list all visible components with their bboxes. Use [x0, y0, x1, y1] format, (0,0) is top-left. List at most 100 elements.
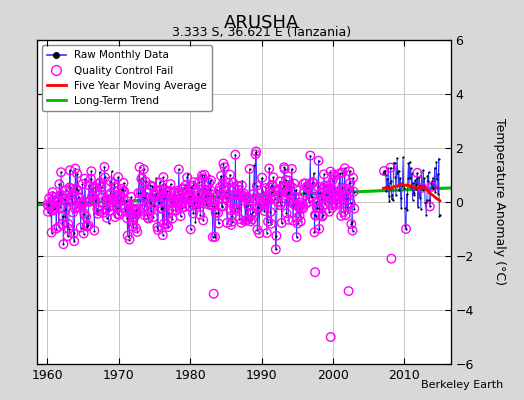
Point	[48, 193, 57, 200]
Point	[190, 200, 199, 206]
Point	[287, 176, 296, 183]
Point	[45, 203, 53, 209]
Point	[274, 198, 282, 205]
Point	[348, 227, 357, 234]
Point	[97, 184, 106, 190]
Point	[67, 185, 75, 192]
Point	[63, 198, 71, 205]
Point	[400, 185, 408, 191]
Point	[410, 190, 419, 196]
Point	[115, 197, 123, 204]
Point	[267, 182, 276, 188]
Point	[341, 165, 349, 172]
Point	[276, 178, 284, 185]
Point	[143, 212, 151, 218]
Point	[173, 200, 181, 206]
Point	[268, 189, 276, 196]
Point	[163, 187, 171, 194]
Point	[333, 196, 342, 203]
Point	[158, 205, 166, 212]
Point	[232, 191, 240, 197]
Point	[217, 173, 225, 179]
Point	[165, 188, 173, 194]
Point	[407, 165, 415, 171]
Point	[387, 256, 396, 262]
Point	[350, 205, 358, 212]
Point	[335, 199, 343, 206]
Point	[53, 199, 61, 206]
Point	[260, 202, 268, 208]
Point	[340, 191, 348, 197]
Point	[283, 189, 292, 195]
Point	[138, 206, 147, 212]
Point	[429, 185, 438, 191]
Point	[154, 227, 162, 233]
Point	[126, 211, 135, 217]
Point	[79, 200, 88, 206]
Point	[299, 205, 308, 212]
Point	[402, 226, 410, 232]
Point	[141, 178, 150, 185]
Point	[309, 179, 317, 185]
Point	[75, 200, 84, 206]
Point	[395, 187, 403, 194]
Point	[257, 187, 266, 193]
Point	[141, 194, 149, 200]
Point	[288, 166, 296, 172]
Point	[186, 197, 194, 203]
Point	[104, 192, 112, 198]
Point	[188, 192, 196, 198]
Point	[283, 189, 292, 195]
Point	[192, 205, 200, 211]
Point	[280, 164, 288, 170]
Point	[254, 195, 263, 201]
Point	[122, 198, 130, 204]
Point	[323, 186, 332, 192]
Point	[326, 182, 334, 188]
Point	[197, 186, 205, 193]
Point	[197, 186, 205, 193]
Point	[116, 192, 124, 198]
Point	[214, 220, 223, 227]
Point	[64, 221, 72, 227]
Point	[218, 204, 226, 210]
Point	[82, 223, 91, 229]
Point	[98, 194, 106, 201]
Point	[167, 199, 176, 205]
Point	[91, 197, 99, 204]
Point	[247, 218, 255, 225]
Point	[279, 183, 288, 189]
Point	[309, 179, 317, 185]
Point	[100, 164, 108, 170]
Point	[237, 220, 245, 226]
Point	[107, 168, 116, 175]
Point	[107, 190, 115, 196]
Point	[348, 219, 356, 225]
Point	[255, 230, 264, 236]
Point	[345, 190, 353, 196]
Point	[78, 201, 86, 207]
Point	[298, 204, 306, 211]
Point	[176, 198, 184, 204]
Point	[164, 224, 172, 230]
Point	[283, 190, 291, 196]
Point	[174, 166, 183, 172]
Point	[89, 192, 97, 198]
Point	[414, 203, 422, 210]
Point	[302, 200, 310, 207]
Point	[323, 186, 332, 192]
Point	[56, 204, 64, 211]
Point	[90, 228, 99, 234]
Point	[230, 205, 238, 211]
Point	[236, 190, 244, 197]
Point	[151, 192, 159, 199]
Point	[332, 202, 341, 208]
Point	[311, 212, 320, 219]
Point	[56, 192, 64, 198]
Point	[216, 184, 224, 191]
Point	[138, 206, 147, 212]
Point	[318, 213, 326, 220]
Point	[151, 190, 160, 197]
Point	[110, 180, 118, 187]
Point	[254, 195, 263, 201]
